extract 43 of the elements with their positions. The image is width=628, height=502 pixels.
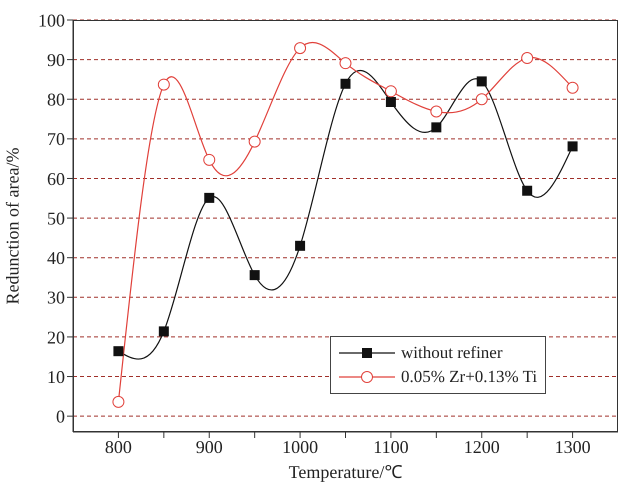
point: [204, 192, 214, 203]
y-axis-title: Redunction of area/%: [2, 148, 22, 304]
x-tick-label: 1300: [554, 436, 591, 457]
point: [476, 76, 487, 86]
x-tick-label: 800: [104, 436, 132, 457]
point: [295, 240, 306, 251]
y-tick-label: 40: [47, 248, 65, 268]
point: [158, 78, 170, 91]
x-tick-label: 900: [196, 436, 223, 457]
point: [250, 270, 260, 280]
y-tick-label: 90: [47, 50, 65, 70]
point: [522, 186, 532, 196]
point: [203, 154, 216, 166]
point: [112, 396, 124, 408]
point: [568, 141, 578, 152]
y-tick-label: 70: [47, 129, 65, 150]
point: [476, 93, 488, 106]
y-tick-label: 100: [38, 10, 65, 30]
point: [158, 326, 169, 336]
legend-label: without refiner: [401, 343, 502, 363]
y-tick-label: 30: [47, 288, 65, 308]
legend-label: 0.05% Zr+0.13% Ti: [401, 367, 538, 387]
x-axis-title: Temperature/℃: [288, 462, 402, 482]
point: [566, 82, 579, 94]
point: [340, 57, 352, 70]
point: [521, 52, 534, 64]
point: [294, 42, 306, 54]
x-tick-label: 1100: [373, 436, 409, 457]
point: [340, 78, 350, 89]
x-tick-label: 1200: [464, 436, 500, 457]
y-tick-label: 20: [47, 327, 65, 348]
point: [248, 136, 261, 148]
x-tick-label: 1000: [282, 436, 318, 457]
y-tick-label: 0: [56, 406, 65, 427]
y-tick-label: 10: [47, 366, 65, 387]
point: [430, 106, 442, 118]
point: [384, 85, 397, 98]
y-tick-label: 60: [47, 168, 65, 189]
point: [431, 122, 442, 132]
y-tick-label: 50: [47, 208, 65, 228]
y-tick-label: 80: [47, 90, 65, 110]
point: [386, 97, 396, 108]
point: [113, 346, 124, 356]
